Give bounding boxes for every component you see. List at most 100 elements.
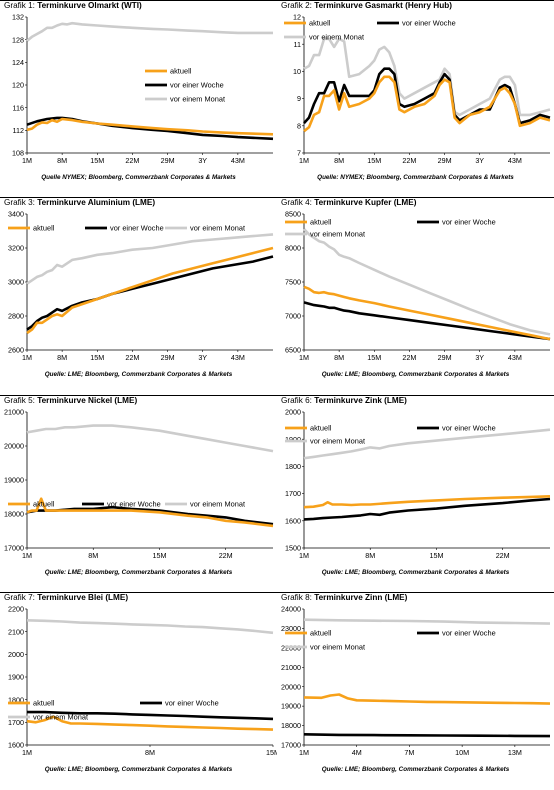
y-tick-label: 1600 (285, 516, 301, 525)
y-tick-label: 116 (13, 103, 24, 112)
chart-source: Quelle: LME; Bloomberg, Commerzbank Corp… (44, 371, 233, 378)
legend-label-woche: vor einer Woche (442, 424, 496, 433)
x-tick-label: 22M (219, 551, 233, 560)
y-tick-label: 21000 (281, 663, 301, 672)
series-line-aktuell (303, 285, 551, 341)
legend-label-monat: vor einem Monat (190, 500, 245, 509)
legend-label-woche: vor einer Woche (402, 19, 456, 28)
legend-label-woche: vor einer Woche (170, 81, 224, 90)
x-tick-label: 8M (334, 156, 344, 165)
chart-title-text: Terminkurve Zinn (LME) (311, 593, 408, 602)
chart-title-text: Terminkurve Olmarkt (WTI) (37, 1, 142, 10)
y-tick-label: 128 (12, 35, 24, 44)
chart-plot-7: 1600 1700 1800 1900 2000 2100 2200 1M 8M 15M aktue… (8, 605, 277, 757)
x-tick-label: 43M (508, 156, 522, 165)
y-tick-label: 8000 (285, 244, 301, 253)
x-tick-label: 3Y (198, 156, 207, 165)
y-tick-label: 2000 (285, 408, 301, 417)
y-tick-label: 1900 (8, 673, 24, 682)
legend-label-monat: vor einem Monat (310, 437, 365, 446)
y-tick-label: 8500 (285, 210, 301, 219)
x-tick-label: 1M (22, 353, 32, 362)
chart-prefix: Grafik 3: (4, 198, 35, 207)
x-tick-label: 8M (57, 353, 67, 362)
x-tick-label: 22M (496, 551, 510, 560)
x-tick-label: 1M (299, 156, 309, 165)
legend-label-woche: vor einer Woche (107, 500, 161, 509)
chart-panel-8: Grafik 8: Terminkurve Zinn (LME) 17000 18… (277, 592, 554, 789)
chart-title-text: Terminkurve Aluminium (LME) (37, 198, 156, 207)
chart-title-text: Terminkurve Gasmarkt (Henry Hub) (314, 1, 452, 10)
series-line-woche (303, 497, 551, 521)
x-tick-label: 1M (299, 748, 309, 757)
y-tick-label: 2800 (8, 312, 24, 321)
x-tick-label: 43M (508, 353, 522, 362)
y-tick-label: 7000 (285, 312, 301, 321)
y-tick-label: 132 (12, 13, 24, 22)
series-line-aktuell (303, 693, 551, 705)
y-tick-label: 19000 (4, 476, 24, 485)
legend-label-monat: vor einem Monat (309, 33, 364, 42)
x-tick-label: 3Y (475, 353, 484, 362)
x-tick-label: 1M (22, 748, 32, 757)
legend-label-monat: vor einem Monat (170, 95, 225, 104)
x-tick-label: 8M (88, 551, 98, 560)
y-tick-label: 3000 (8, 278, 24, 287)
y-tick-label: 1600 (8, 741, 24, 750)
chart-title-text: Terminkurve Nickel (LME) (34, 396, 138, 405)
chart-title-text: Terminkurve Zink (LME) (311, 396, 407, 405)
x-tick-label: 1M (22, 551, 32, 560)
y-tick-label: 24000 (281, 605, 301, 614)
series-line-woche (303, 301, 551, 341)
chart-panel-3: Grafik 3: Terminkurve Aluminium (LME) 26… (0, 197, 277, 394)
chart-prefix: Grafik 1: (4, 1, 35, 10)
x-tick-label: 29M (161, 353, 175, 362)
y-tick-label: 20000 (281, 682, 301, 691)
x-tick-label: 1M (299, 551, 309, 560)
y-tick-label: 1800 (285, 462, 301, 471)
series-line-woche (26, 255, 274, 331)
chart-source: Quelle: LME; Bloomberg, Commerzbank Corp… (321, 766, 510, 773)
x-tick-label: 22M (402, 156, 416, 165)
x-tick-label: 15M (90, 156, 104, 165)
x-tick-label: 15M (429, 551, 443, 560)
y-tick-label: 1500 (285, 544, 301, 553)
chart-prefix: Grafik 7: (4, 593, 35, 602)
chart-panel-2: Grafik 2: Terminkurve Gasmarkt (Henry Hu… (277, 0, 554, 197)
chart-plot-6: 1500 1600 1700 1800 1900 2000 1M 8M 15M 22M aktuel… (285, 408, 551, 560)
y-tick-label: 1700 (8, 718, 24, 727)
legend-label-aktuell: aktuell (310, 424, 332, 433)
legend-label-aktuell: aktuell (310, 629, 332, 638)
chart-source: Quelle: NYMEX; Bloomberg, Commerzbank Co… (317, 174, 514, 181)
y-tick-label: 18000 (281, 721, 301, 730)
x-tick-label: 15M (367, 156, 381, 165)
legend-label-woche: vor einer Woche (442, 218, 496, 227)
chart-title: Grafik 6: Terminkurve Zink (LME) (281, 396, 407, 405)
chart-title: Grafik 1: Terminkurve Olmarkt (WTI) (4, 1, 142, 10)
legend-label-aktuell: aktuell (33, 699, 55, 708)
series-line-monat (26, 21, 273, 42)
legend-label-aktuell: aktuell (309, 19, 331, 28)
y-tick-label: 11 (294, 40, 301, 49)
y-tick-label: 1800 (8, 695, 24, 704)
y-tick-label: 18000 (4, 510, 24, 519)
series-line-woche (303, 67, 551, 125)
chart-source: Quelle: LME; Bloomberg, Commerzbank Corp… (44, 766, 233, 773)
x-tick-label: 15M (90, 353, 104, 362)
x-tick-label: 13M (508, 748, 522, 757)
chart-title: Grafik 7: Terminkurve Blei (LME) (4, 593, 128, 602)
x-tick-label: 29M (438, 156, 452, 165)
chart-prefix: Grafik 4: (281, 198, 312, 207)
chart-plot-3: 2600 2800 3000 3200 3400 1M 8M 15M 22M 29M 3Y 43M ak… (8, 210, 274, 362)
y-tick-label: 112 (13, 126, 24, 135)
y-tick-label: 2200 (8, 605, 24, 614)
x-tick-label: 4M (352, 748, 362, 757)
x-tick-label: 15M (367, 353, 381, 362)
chart-source: Quelle NYMEX; Bloomberg, Commerzbank Cor… (41, 174, 236, 181)
legend-label-aktuell: aktuell (33, 500, 55, 509)
legend-label-monat: vor einem Monat (310, 230, 365, 239)
chart-source: Quelle: LME; Bloomberg, Commerzbank Corp… (321, 371, 510, 378)
x-tick-label: 43M (231, 353, 245, 362)
chart-title-text: Terminkurve Blei (LME) (34, 593, 129, 602)
chart-panel-4: Grafik 4: Terminkurve Kupfer (LME) 6500 7… (277, 197, 554, 394)
